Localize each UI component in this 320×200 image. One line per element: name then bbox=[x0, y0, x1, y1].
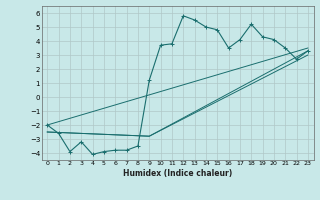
X-axis label: Humidex (Indice chaleur): Humidex (Indice chaleur) bbox=[123, 169, 232, 178]
